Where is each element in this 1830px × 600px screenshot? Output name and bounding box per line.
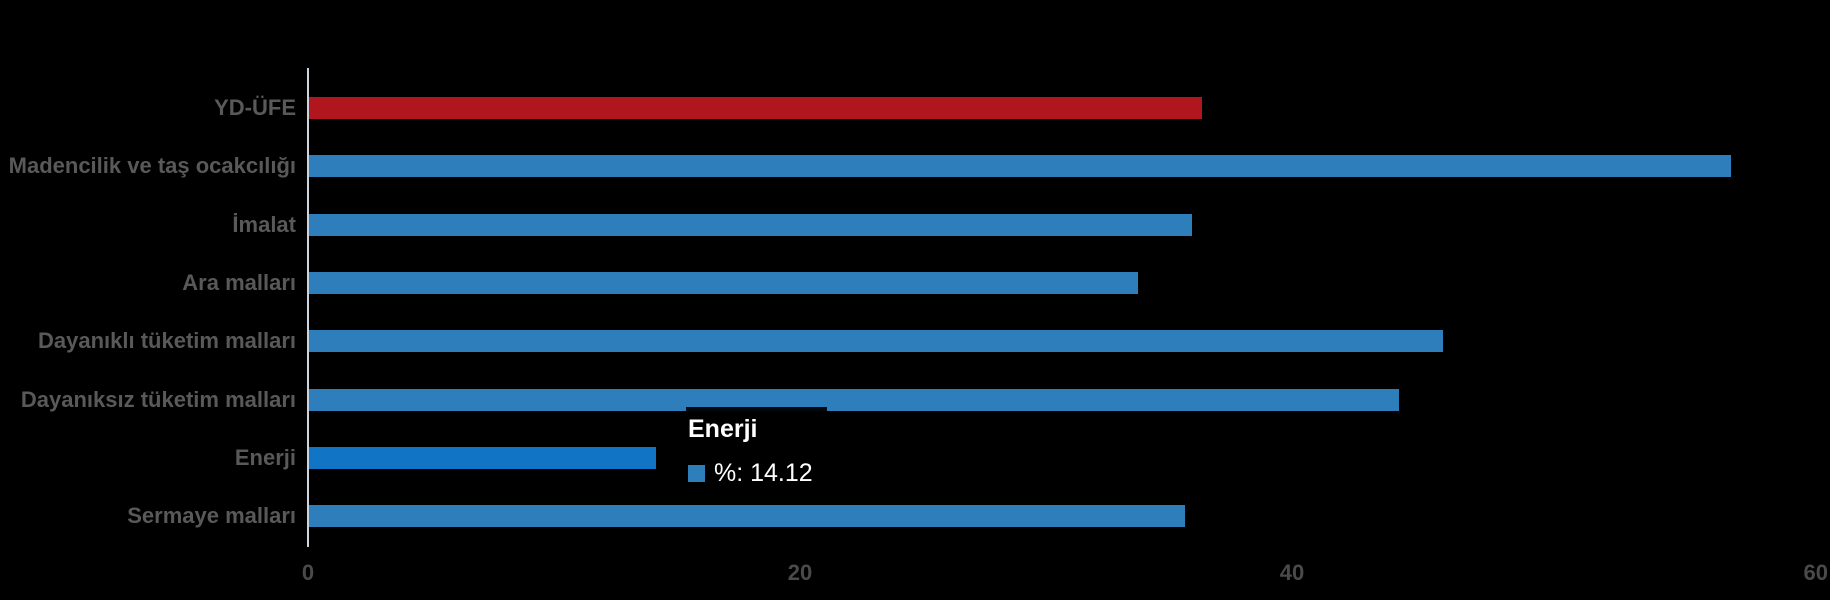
- tooltip-title: Enerji: [688, 415, 758, 443]
- bar-segment[interactable]: [309, 388, 1399, 411]
- category-label: Madencilik ve taş ocakcılığı: [8, 153, 296, 179]
- category-label: Dayanıklı tüketim malları: [38, 328, 296, 354]
- tooltip-series-swatch-icon: [688, 464, 705, 482]
- category-label: Sermaye malları: [127, 503, 296, 529]
- bar-segment[interactable]: [309, 505, 1185, 528]
- category-label: Enerji: [234, 444, 296, 470]
- tooltip: Enerji %: 14.12: [686, 407, 827, 496]
- bar-highlighted[interactable]: [309, 446, 656, 469]
- bar-segment[interactable]: [309, 271, 1138, 294]
- bar-segment[interactable]: [309, 155, 1731, 178]
- tooltip-value: %: 14.12: [714, 459, 813, 487]
- bar-segment[interactable]: [309, 97, 1202, 119]
- tooltip-value-row: %: 14.12: [688, 460, 813, 486]
- category-label: İmalat: [232, 211, 296, 237]
- x-tick-label: 20: [787, 560, 813, 585]
- y-axis-baseline: [307, 68, 309, 547]
- x-tick-label: 60: [1803, 560, 1828, 585]
- category-label: Ara malları: [182, 269, 296, 295]
- x-tick-label: 40: [1279, 560, 1305, 585]
- category-label: YD-ÜFE: [214, 95, 296, 120]
- category-label: Dayanıksız tüketim malları: [20, 386, 296, 412]
- bar-segment[interactable]: [309, 330, 1443, 353]
- bar-segment[interactable]: [309, 213, 1192, 236]
- x-tick-label: 0: [301, 560, 315, 585]
